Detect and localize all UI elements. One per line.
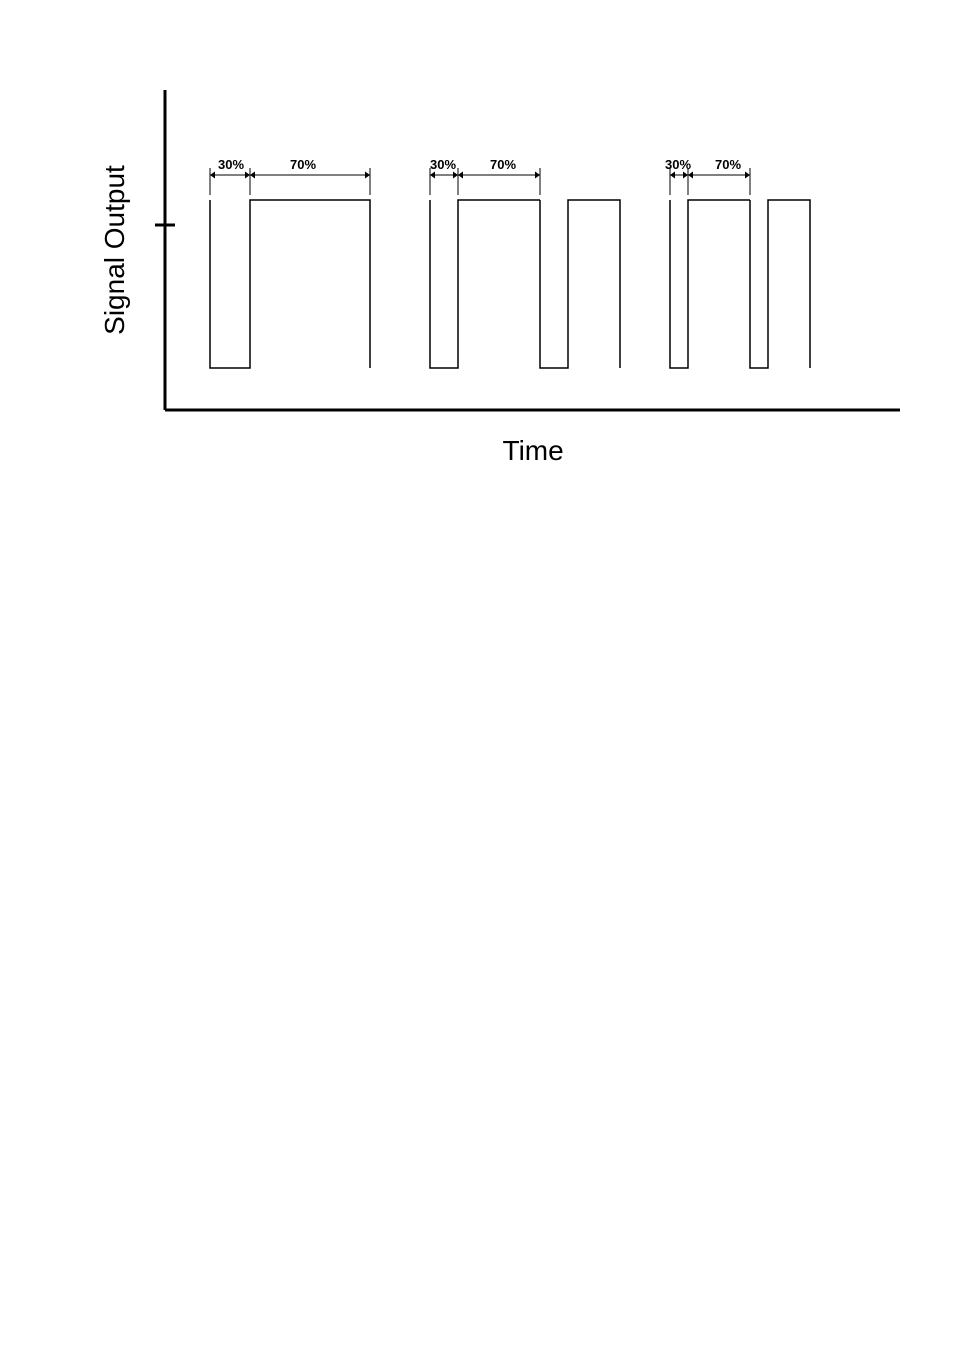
- svg-text:70%: 70%: [290, 157, 316, 172]
- diagram-container: 30% 70% 30% 70% 30% 70% Signal Output Time: [0, 0, 954, 1351]
- svg-text:30%: 30%: [218, 157, 244, 172]
- waveform-diagram: 30% 70% 30% 70% 30% 70%: [0, 0, 954, 1351]
- svg-text:30%: 30%: [665, 157, 691, 172]
- svg-text:30%: 30%: [430, 157, 456, 172]
- y-axis-label: Signal Output: [99, 160, 131, 340]
- svg-text:70%: 70%: [715, 157, 741, 172]
- x-axis-label: Time: [503, 435, 564, 467]
- svg-text:70%: 70%: [490, 157, 516, 172]
